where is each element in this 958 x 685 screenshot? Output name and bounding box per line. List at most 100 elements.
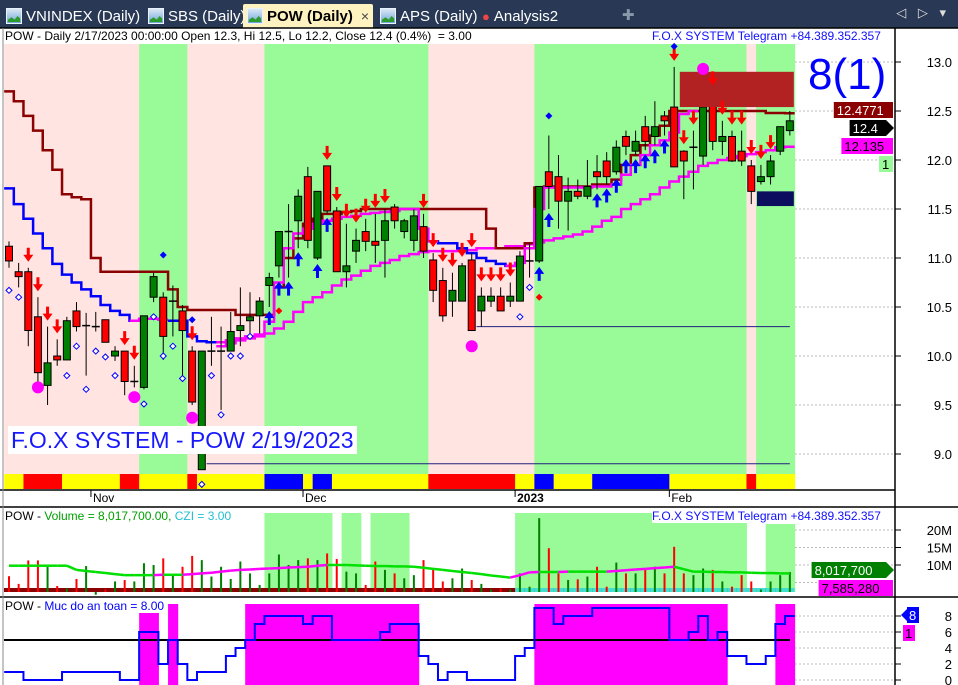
price-tick-label: 11.5 xyxy=(928,202,952,217)
sell-arrow-icon xyxy=(129,345,140,360)
candle-body xyxy=(380,220,389,241)
price-zone xyxy=(707,44,719,474)
sell-arrow-icon xyxy=(42,306,53,321)
tab-bar: VNINDEX (Daily) SBS (Daily) POW (Daily) ×… xyxy=(0,0,958,28)
signal-bar-segment xyxy=(148,474,159,489)
safety-zone xyxy=(611,604,622,685)
volume-ma-line xyxy=(509,573,521,579)
volume-zone xyxy=(351,513,362,592)
candle-body xyxy=(332,210,341,273)
volume-ma-line xyxy=(317,563,328,567)
signal-bar-segment xyxy=(4,474,15,489)
volume-zone xyxy=(303,513,314,592)
candle-body xyxy=(573,190,582,197)
candle-body xyxy=(593,171,602,178)
blue-signal-dot xyxy=(545,112,553,120)
signal-bar-segment xyxy=(399,474,410,489)
price-zone xyxy=(148,44,159,474)
signal-bar-segment xyxy=(659,474,670,489)
sell-arrow-icon xyxy=(23,247,34,262)
tab-analysis2[interactable]: ● Analysis2 xyxy=(478,4,558,28)
safety-zone xyxy=(553,604,564,685)
tab-aps[interactable]: APS (Daily) xyxy=(376,4,478,28)
volume-ma-line xyxy=(452,569,463,574)
signal-bar-segment xyxy=(669,474,680,489)
price-tick-label: 13.0 xyxy=(927,55,952,70)
price-zone xyxy=(563,44,574,474)
volume-ma-line xyxy=(66,564,77,572)
price-zone xyxy=(235,44,246,474)
safety-zone xyxy=(659,604,670,685)
safety-zone xyxy=(544,604,555,685)
signal-bar-segment xyxy=(71,474,82,489)
volume-ma-badge xyxy=(818,580,893,596)
tab-pow[interactable]: POW (Daily) × xyxy=(243,4,373,28)
safety-badge-text: 8 xyxy=(909,608,916,623)
signal-bar-segment xyxy=(293,474,304,489)
candle-body xyxy=(506,295,515,302)
tab-nav-icons[interactable]: ◁ ▷ ▾ xyxy=(896,5,950,20)
add-tab-icon[interactable]: ✚ xyxy=(622,7,635,24)
buy-arrow-icon xyxy=(640,154,651,169)
diamond-marker xyxy=(516,313,524,321)
safety-zone xyxy=(380,604,391,685)
signal-count-label: 8(1) xyxy=(808,50,887,99)
candle-body xyxy=(718,135,727,142)
support-badge xyxy=(841,138,893,154)
safety-zone xyxy=(678,604,690,685)
diamond-marker xyxy=(198,480,206,489)
volume-ma-line xyxy=(490,574,501,578)
volume-ma-line xyxy=(278,566,289,570)
signal-bar-segment xyxy=(505,474,516,489)
signal-bar-segment xyxy=(727,474,738,489)
diamond-marker xyxy=(92,347,100,355)
telegram-label: F.O.X SYSTEM Telegram +84.389.352.357 xyxy=(652,509,881,523)
signal-bar-segment xyxy=(81,474,92,489)
candle-body xyxy=(236,325,245,332)
signal-badge-text: 1 xyxy=(882,157,889,172)
diamond-marker xyxy=(5,286,13,295)
signal-bar-segment xyxy=(486,474,497,489)
tab-vnindex[interactable]: VNINDEX (Daily) xyxy=(2,4,140,28)
signal-bar-segment xyxy=(775,474,786,489)
signal-bar-segment xyxy=(23,474,34,489)
candle-body xyxy=(371,240,380,246)
candle-body xyxy=(409,215,418,241)
signal-bar-segment xyxy=(418,474,429,489)
candle-body xyxy=(660,115,669,122)
safety-state-badge xyxy=(903,625,915,641)
signal-bar-segment xyxy=(640,474,651,489)
volume-ma-line xyxy=(616,569,627,573)
volume-tick-label: 20M xyxy=(927,523,952,538)
main-panel-title: POW - Daily 2/17/2023 00:00:00 Open 12.3… xyxy=(5,29,472,43)
volume-ma-line xyxy=(76,568,87,573)
price-zone xyxy=(52,44,63,474)
badge-pointer xyxy=(886,120,894,136)
resistance-badge-text: 12.4771 xyxy=(837,103,884,118)
tab-sbs[interactable]: SBS (Daily) xyxy=(144,4,246,28)
sell-arrow-icon xyxy=(765,135,776,150)
czi-value: CZI = 3.00 xyxy=(174,509,232,523)
price-tick-label: 10.0 xyxy=(927,349,952,364)
buy-arrow-icon xyxy=(649,149,660,164)
volume-value: Volume = 8,017,700.00, xyxy=(44,509,175,523)
close-icon[interactable]: × xyxy=(360,8,370,24)
chart-icon xyxy=(6,8,22,24)
safety-tick-label: 8 xyxy=(945,609,952,624)
candle-body xyxy=(188,350,197,403)
signal-bar-segment xyxy=(100,474,111,489)
price-zone xyxy=(727,44,738,474)
price-zone xyxy=(592,44,603,474)
candle-body xyxy=(139,315,148,388)
price-zone xyxy=(582,44,593,474)
signal-bar-segment xyxy=(534,474,545,489)
volume-zone xyxy=(370,513,381,592)
signal-bar-segment xyxy=(717,474,728,489)
price-zone xyxy=(225,44,237,474)
sell-arrow-icon xyxy=(379,189,390,203)
magenta-circle-marker xyxy=(128,391,141,404)
signal-bar-segment xyxy=(746,474,757,489)
signal-bar-segment xyxy=(119,474,130,489)
magenta-circle-marker xyxy=(697,62,710,75)
